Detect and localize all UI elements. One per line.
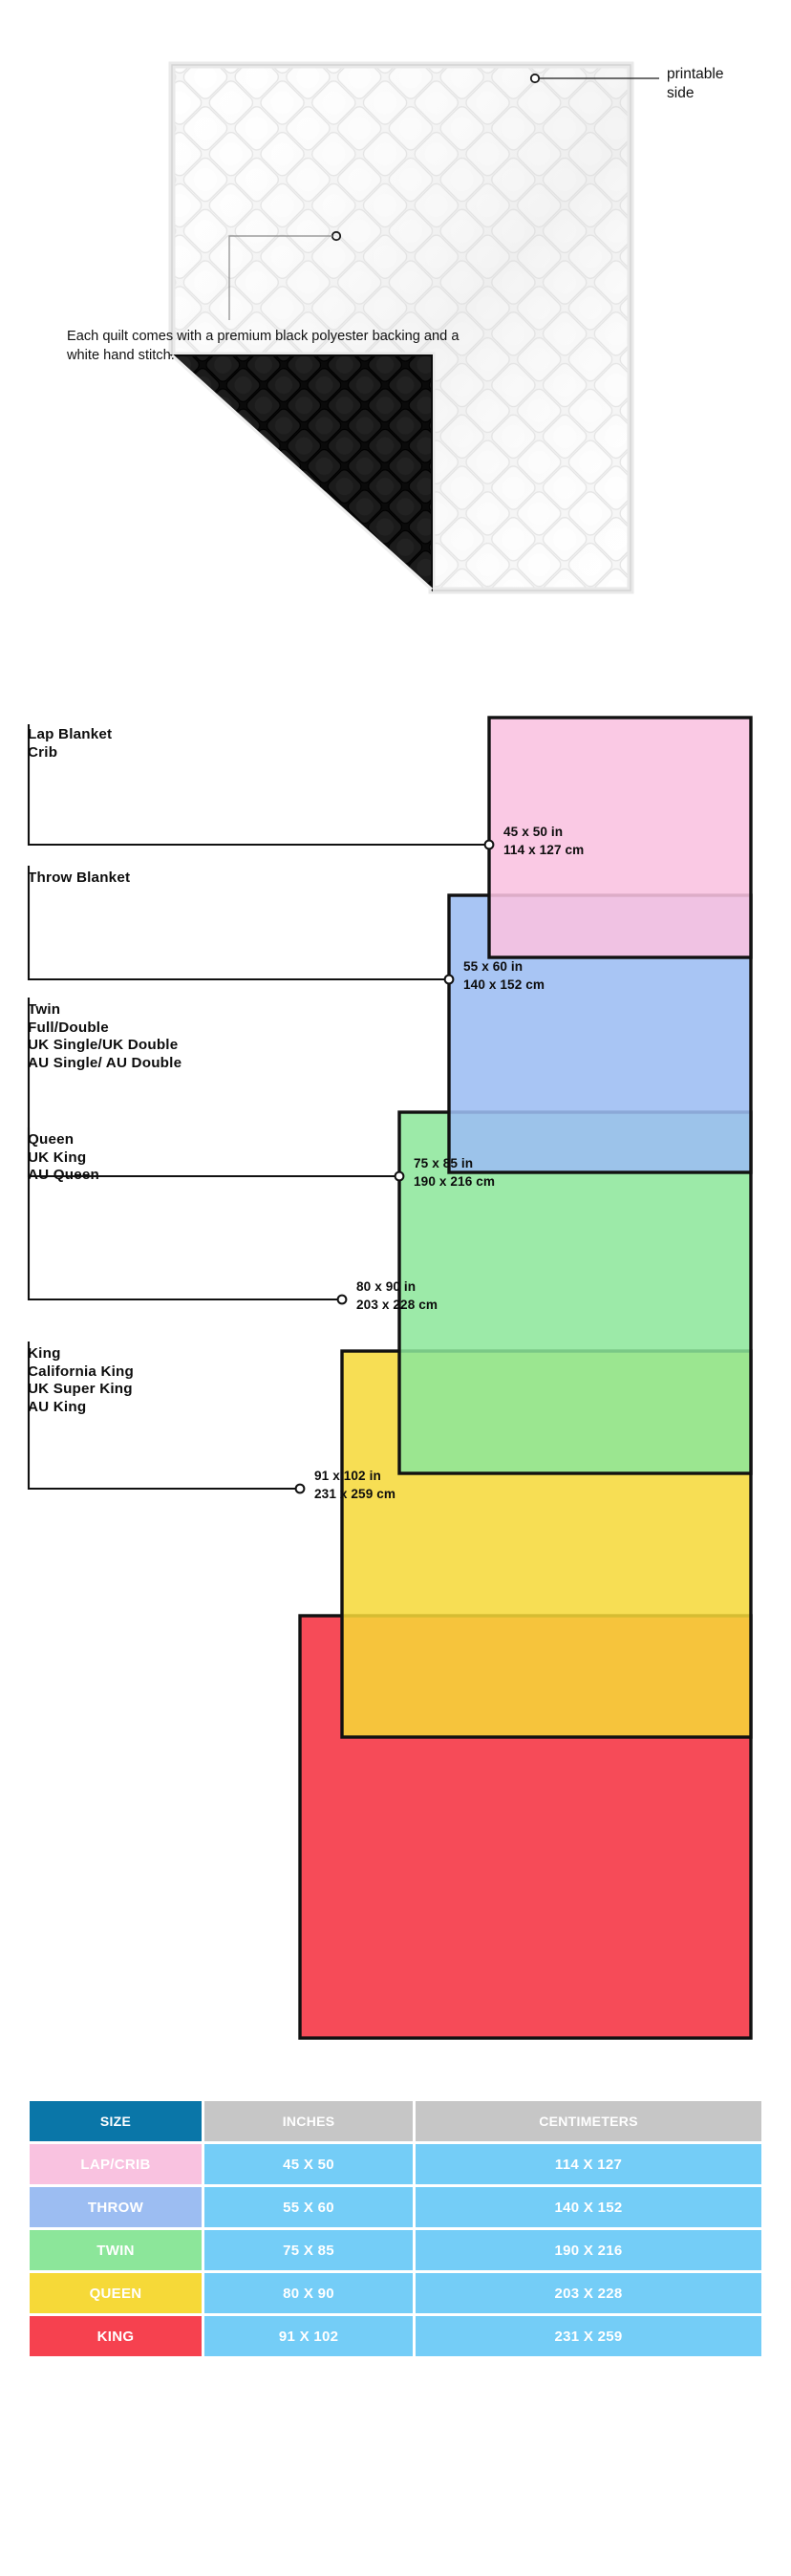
row-inches-throw: 55 X 60 <box>204 2187 414 2227</box>
quilt-illustration <box>168 61 659 594</box>
leader-lines <box>27 724 485 1491</box>
white-hand-stitch <box>170 354 434 591</box>
marker-king <box>294 1483 306 1494</box>
row-size-twin: TWIN <box>30 2230 202 2270</box>
group-label-lap-crib: Lap Blanket Crib <box>28 726 113 761</box>
printable-side-label: printable side <box>667 66 724 101</box>
quilt-caption: Each quilt comes with a premium black po… <box>67 329 460 364</box>
marker-queen <box>336 1294 348 1305</box>
row-inches-twin: 75 X 85 <box>204 2230 414 2270</box>
dimension-lap-crib-inches: 45 x 50 in <box>503 825 564 839</box>
row-size-king: KING <box>30 2316 202 2356</box>
leader-throw <box>27 866 445 981</box>
leader-lap-crib <box>27 724 485 847</box>
row-size-lap-crib: LAP/CRIB <box>30 2144 202 2184</box>
row-cm-lap-crib: 114 X 127 <box>416 2144 761 2184</box>
row-size-queen: QUEEN <box>30 2273 202 2313</box>
dimension-throw-inches: 55 x 60 in <box>463 959 524 974</box>
table-header-inches: INCHES <box>204 2101 414 2141</box>
group-label-twin: Twin Full/Double UK Single/UK Double AU … <box>28 1001 182 1071</box>
row-cm-queen: 203 X 228 <box>416 2273 761 2313</box>
dimension-twin-inches: 75 x 85 in <box>414 1156 474 1170</box>
dimension-twin-cm: 190 x 216 cm <box>414 1174 496 1189</box>
marker-throw <box>443 974 455 985</box>
row-inches-lap-crib: 45 X 50 <box>204 2144 414 2184</box>
table-row: THROW 55 X 60 140 X 152 <box>30 2187 761 2227</box>
group-label-king: King California King UK Super King AU Ki… <box>28 1345 135 1415</box>
dimension-queen-inches: 80 x 90 in <box>356 1279 417 1294</box>
row-cm-twin: 190 X 216 <box>416 2230 761 2270</box>
size-table: SIZE INCHES CENTIMETERS LAP/CRIB 45 X 50… <box>27 2098 764 2359</box>
quilt-backing-fold <box>169 354 434 592</box>
leader-markers <box>294 839 495 1494</box>
row-inches-queen: 80 X 90 <box>204 2273 414 2313</box>
dimension-king-cm: 231 x 259 cm <box>314 1487 396 1501</box>
dimension-queen-cm: 203 x 228 cm <box>356 1298 438 1312</box>
table-header-row: SIZE INCHES CENTIMETERS <box>30 2101 761 2141</box>
leader-king <box>27 1342 296 1491</box>
row-cm-throw: 140 X 152 <box>416 2187 761 2227</box>
printable-side-callout <box>529 73 659 84</box>
printable-side-marker <box>529 73 541 84</box>
table-row: TWIN 75 X 85 190 X 216 <box>30 2230 761 2270</box>
table-header-cm: CENTIMETERS <box>416 2101 761 2141</box>
table-row: KING 91 X 102 231 X 259 <box>30 2316 761 2356</box>
group-label-queen: Queen UK King AU Queen <box>28 1131 100 1184</box>
dimension-lap-crib-cm: 114 x 127 cm <box>503 843 585 857</box>
size-comparison-diagram: Lap Blanket Crib Throw Blanket Twin Full… <box>0 631 791 2083</box>
row-cm-king: 231 X 259 <box>416 2316 761 2356</box>
group-label-throw: Throw Blanket <box>28 869 131 886</box>
quilt-illustration-section: printable side Each quilt comes with a p… <box>0 0 791 631</box>
leader-queen <box>27 1127 338 1301</box>
table-header-size: SIZE <box>30 2101 202 2141</box>
table-row: QUEEN 80 X 90 203 X 228 <box>30 2273 761 2313</box>
dimension-king-inches: 91 x 102 in <box>314 1469 381 1483</box>
backing-callout <box>228 230 342 320</box>
marker-twin <box>394 1170 405 1182</box>
rect-lap-crib <box>487 716 753 959</box>
backing-leader-line <box>228 235 332 320</box>
size-rectangles <box>27 716 753 2040</box>
row-size-throw: THROW <box>30 2187 202 2227</box>
marker-lap-crib <box>483 839 495 850</box>
table-row: LAP/CRIB 45 X 50 114 X 127 <box>30 2144 761 2184</box>
row-inches-king: 91 X 102 <box>204 2316 414 2356</box>
dimension-throw-cm: 140 x 152 cm <box>463 977 545 992</box>
